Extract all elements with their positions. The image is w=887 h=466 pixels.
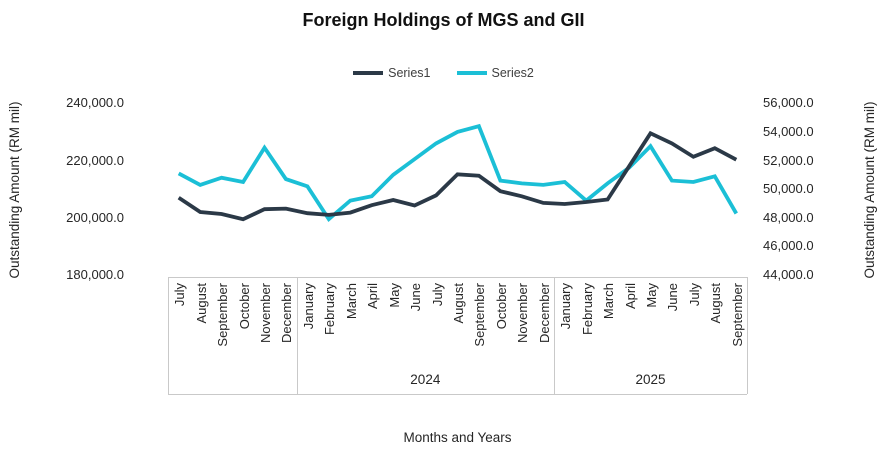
legend-line-swatch: [353, 71, 384, 75]
legend-line-swatch: [456, 71, 487, 75]
legend-item-series2[interactable]: Series2: [456, 66, 534, 80]
x-axis-month-label: April: [622, 283, 638, 310]
x-axis-month-label: August: [708, 283, 724, 324]
left-axis-tick-label: 220,000.0: [66, 152, 124, 168]
year-group-separator: [747, 277, 748, 394]
x-axis-month-label: October: [493, 283, 509, 330]
x-axis-month-label: December: [279, 283, 295, 343]
x-axis-month-label: March: [601, 283, 617, 320]
x-axis-month-label: June: [665, 283, 681, 312]
year-group-separator: [554, 277, 555, 394]
series-line-series1[interactable]: [177, 130, 738, 222]
x-axis-month-label: November: [515, 283, 531, 343]
x-axis-month-label: May: [644, 283, 659, 308]
x-axis-year-label: 2025: [635, 372, 666, 387]
x-axis-month-label: November: [258, 283, 273, 343]
year-group-separator: [296, 277, 298, 394]
right-axis-tick-label: 56,000.0: [763, 95, 814, 111]
left-axis-tick-label: 180,000.0: [66, 267, 124, 282]
legend-item-series1[interactable]: Series1: [353, 66, 431, 80]
right-axis-tick-label: 52,000.0: [763, 152, 814, 168]
x-axis-month-label: August: [193, 283, 209, 324]
x-axis-month-label: August: [451, 283, 466, 324]
left-axis-tick-label: 240,000.0: [66, 95, 124, 111]
x-axis-month-label: October: [236, 283, 252, 330]
x-axis-month-label: July: [429, 283, 445, 307]
x-axis-month-label: January: [300, 283, 316, 330]
right-axis-tick-label: 44,000.0: [763, 267, 814, 282]
series-line-series2[interactable]: [177, 123, 738, 223]
year-group-separator: [168, 277, 169, 394]
right-axis-tick-label: 46,000.0: [763, 238, 814, 254]
right-axis-tick-label: 54,000.0: [763, 123, 814, 139]
x-axis-month-label: May: [386, 283, 402, 308]
x-axis-month-label: September: [215, 283, 231, 347]
x-axis-month-label: June: [408, 283, 424, 312]
chart-legend: Series1 Series2: [0, 66, 887, 80]
x-axis-month-label: September: [729, 283, 745, 347]
x-axis-month-label: July: [172, 283, 188, 307]
x-axis-year-label: 2024: [410, 372, 441, 387]
x-axis-month-label: July: [686, 283, 702, 307]
chart-title: Foreign Holdings of MGS and GII: [302, 10, 585, 30]
x-axis-line: [168, 277, 747, 278]
x-axis-month-label: February: [322, 283, 338, 336]
right-axis-tick-label: 50,000.0: [763, 181, 814, 197]
x-axis-month-label: April: [365, 283, 381, 310]
left-axis-tick-label: 200,000.0: [66, 209, 124, 225]
x-axis-bottom-line: [168, 394, 747, 395]
x-axis-month-label: March: [343, 283, 359, 320]
legend-label: Series1: [388, 66, 431, 80]
right-axis-tick-label: 48,000.0: [763, 209, 814, 225]
legend-label: Series2: [491, 66, 534, 80]
x-axis-month-label: December: [536, 283, 552, 343]
x-axis-month-label: September: [472, 283, 488, 347]
x-axis-title: Months and Years: [403, 430, 512, 445]
x-axis-month-label: January: [558, 283, 574, 330]
x-axis-month-label: February: [579, 283, 595, 336]
